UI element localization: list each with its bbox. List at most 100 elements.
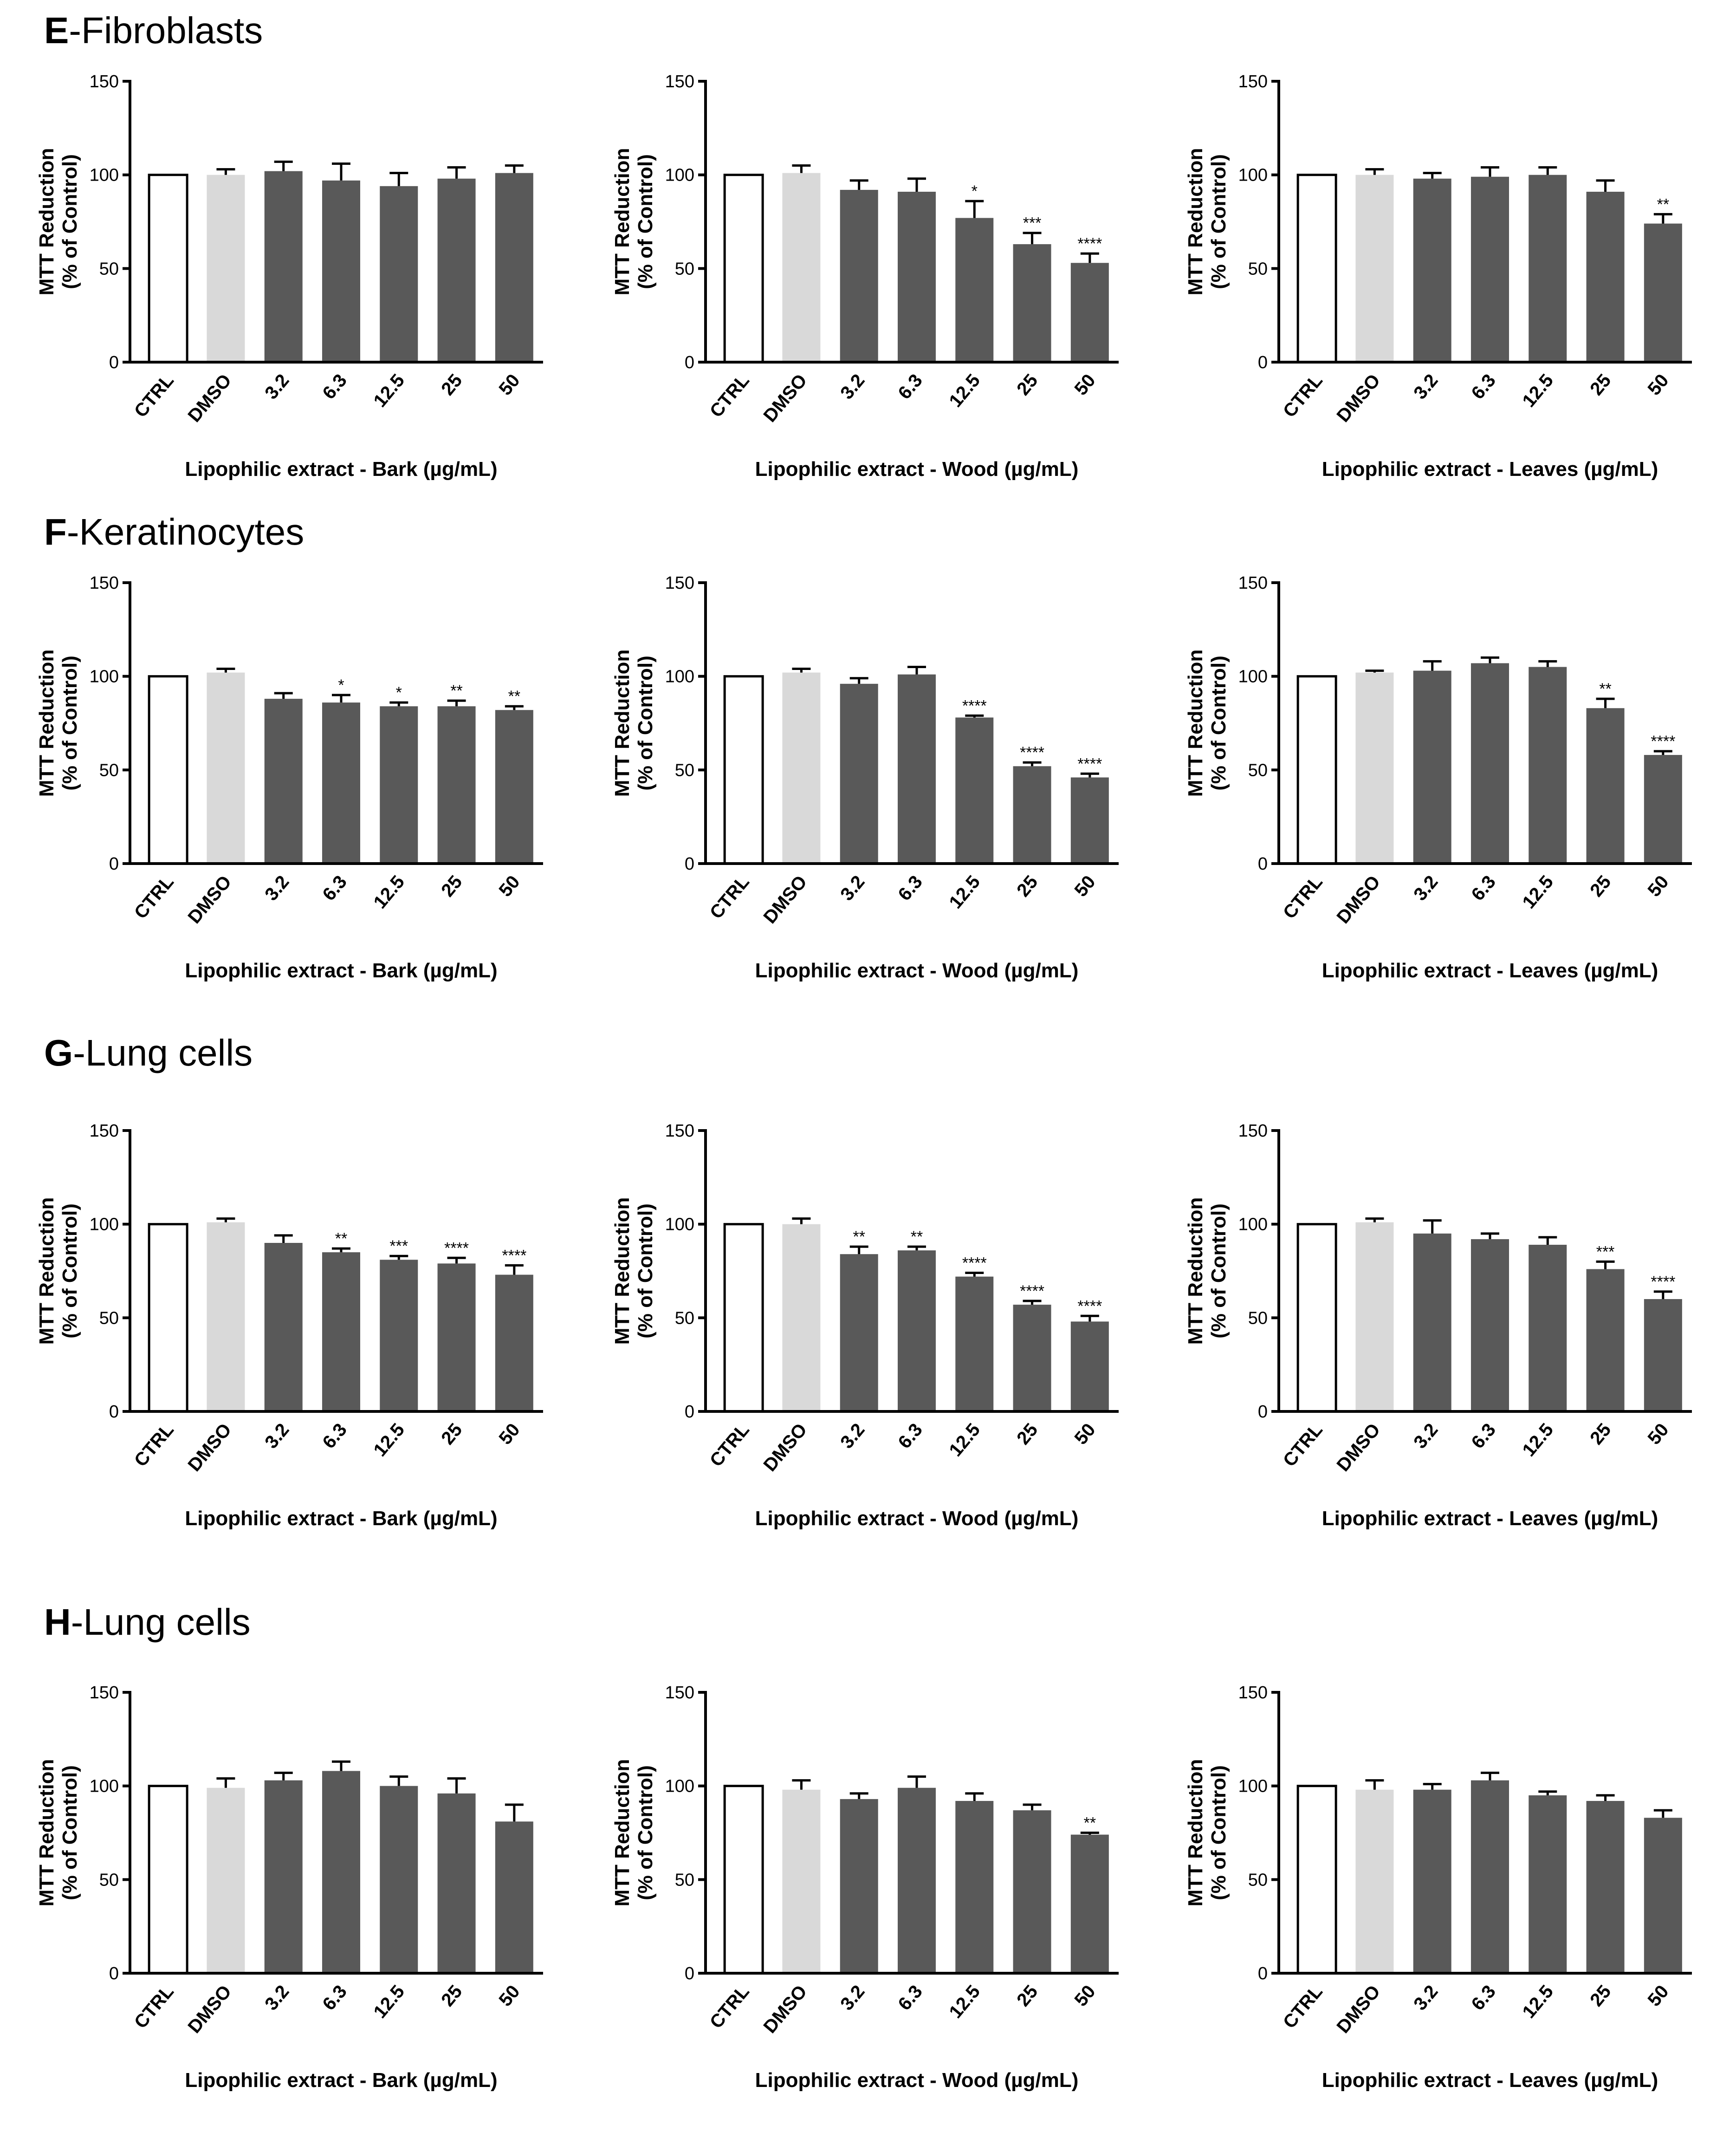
bar (1296, 1785, 1337, 1975)
y-tick-label: 100 (1238, 667, 1268, 687)
bar (1586, 191, 1625, 362)
bar (207, 1222, 245, 1411)
x-tick-label: DMSO (184, 370, 235, 426)
bar (898, 191, 936, 362)
chart-f-leaves: 0 50 100 150 MTT Reduction (% of Control) CTRL… (1170, 571, 1727, 1035)
y-axis-label-units: (% of Control) (58, 1765, 81, 1900)
bar (955, 717, 994, 864)
x-tick-label: 25 (437, 1420, 466, 1449)
x-tick-label: 3.2 (1410, 370, 1442, 403)
significance-marker: **** (502, 1247, 526, 1264)
y-tick-label: 150 (1238, 573, 1268, 593)
x-tick-label: 3.2 (261, 1982, 293, 2015)
x-tick-label: DMSO (1333, 370, 1384, 426)
y-tick-label: 0 (685, 1402, 694, 1422)
bar (723, 675, 764, 865)
y-axis-label: MTT Reduction (611, 148, 634, 296)
bar (898, 1250, 936, 1411)
bar (1471, 663, 1509, 864)
bar (437, 1793, 476, 1973)
y-axis-label: MTT Reduction (611, 650, 634, 797)
chart-svg: 0 50 100 150 MTT Reduction (% of Control) CTRL… (611, 573, 1119, 982)
x-axis-label: Lipophilic extract - Leaves (µg/mL) (1322, 458, 1658, 481)
y-axis-label-units: (% of Control) (634, 154, 657, 289)
y-axis-label: MTT Reduction (1184, 650, 1207, 797)
x-tick-label: 6.3 (1467, 1420, 1499, 1453)
y-axis-label-units: (% of Control) (634, 656, 657, 791)
y-tick-label: 50 (99, 760, 119, 780)
bar (380, 1260, 418, 1411)
chart-g-leaves: 0 50 100 150 MTT Reduction (% of Control) CTRL… (1170, 1119, 1727, 1583)
y-tick-label: 150 (665, 1683, 694, 1703)
bar (264, 1243, 303, 1411)
x-tick-label: 50 (495, 1982, 524, 2010)
significance-marker: ** (335, 1230, 347, 1248)
y-tick-label: 0 (109, 353, 119, 372)
bar (1529, 175, 1567, 362)
y-axis-label: MTT Reduction (35, 148, 58, 296)
bar (1355, 1222, 1394, 1411)
x-tick-label: 3.2 (836, 1420, 868, 1453)
chart-svg: 0 50 100 150 MTT Reduction (% of Control) CTRL… (35, 72, 543, 481)
x-tick-label: 3.2 (1410, 872, 1442, 905)
x-tick-label: 25 (1586, 370, 1615, 399)
bar (207, 672, 245, 864)
x-tick-label: 25 (437, 872, 466, 901)
x-axis-label: Lipophilic extract - Wood (µg/mL) (755, 959, 1079, 982)
bar (898, 674, 936, 864)
x-tick-label: 25 (1586, 872, 1615, 901)
bar (1070, 1834, 1109, 1973)
significance-marker: * (972, 182, 978, 200)
x-tick-label: DMSO (1333, 1982, 1384, 2037)
section-title-h: H-Lung cells (44, 1601, 251, 1644)
y-tick-label: 0 (109, 1964, 119, 1983)
y-axis-label: MTT Reduction (35, 650, 58, 797)
x-tick-label: 12.5 (1518, 872, 1557, 913)
x-tick-label: 3.2 (836, 1982, 868, 2015)
y-axis-label-units: (% of Control) (1207, 1765, 1230, 1900)
x-tick-label: 50 (495, 872, 524, 901)
y-tick-label: 0 (1258, 1964, 1268, 1983)
chart-svg: 0 50 100 150 MTT Reduction (% of Control) CTRL… (1184, 573, 1692, 982)
bar (207, 1788, 245, 1973)
bar (723, 1785, 764, 1975)
y-tick-label: 0 (1258, 854, 1268, 874)
x-tick-label: CTRL (706, 872, 753, 923)
y-tick-label: 100 (665, 1215, 694, 1235)
bar (322, 702, 360, 864)
bar (1644, 223, 1682, 362)
bar (207, 175, 245, 362)
x-tick-label: 3.2 (1410, 1982, 1442, 2015)
x-tick-label: 50 (1644, 872, 1672, 901)
section-name: -Keratinocytes (66, 511, 304, 552)
bar (380, 186, 418, 362)
significance-marker: **** (962, 697, 987, 715)
y-tick-label: 0 (109, 1402, 119, 1422)
y-axis-label-units: (% of Control) (1207, 656, 1230, 791)
y-tick-label: 150 (90, 1683, 119, 1703)
x-tick-label: DMSO (1333, 872, 1384, 928)
section-letter: G (44, 1032, 73, 1073)
y-tick-label: 50 (1248, 760, 1268, 780)
x-tick-label: CTRL (130, 872, 178, 923)
bar (840, 1799, 878, 1973)
x-tick-label: 50 (1070, 872, 1099, 901)
x-tick-label: CTRL (706, 1420, 753, 1471)
x-tick-label: DMSO (184, 872, 235, 928)
bar (782, 1789, 821, 1973)
x-tick-label: CTRL (1279, 1982, 1327, 2033)
section-letter: F (44, 511, 67, 552)
y-tick-label: 100 (665, 667, 694, 687)
y-tick-label: 50 (675, 1308, 694, 1328)
bar (322, 180, 360, 362)
x-tick-label: CTRL (130, 370, 178, 422)
bar (782, 1224, 821, 1411)
bar (1471, 1780, 1509, 1973)
y-tick-label: 150 (90, 72, 119, 91)
x-tick-label: 12.5 (1518, 1982, 1557, 2022)
bar (322, 1252, 360, 1411)
bar (1355, 175, 1394, 362)
significance-marker: *** (1023, 214, 1042, 232)
y-tick-label: 0 (685, 353, 694, 372)
bar (1644, 1818, 1682, 1973)
